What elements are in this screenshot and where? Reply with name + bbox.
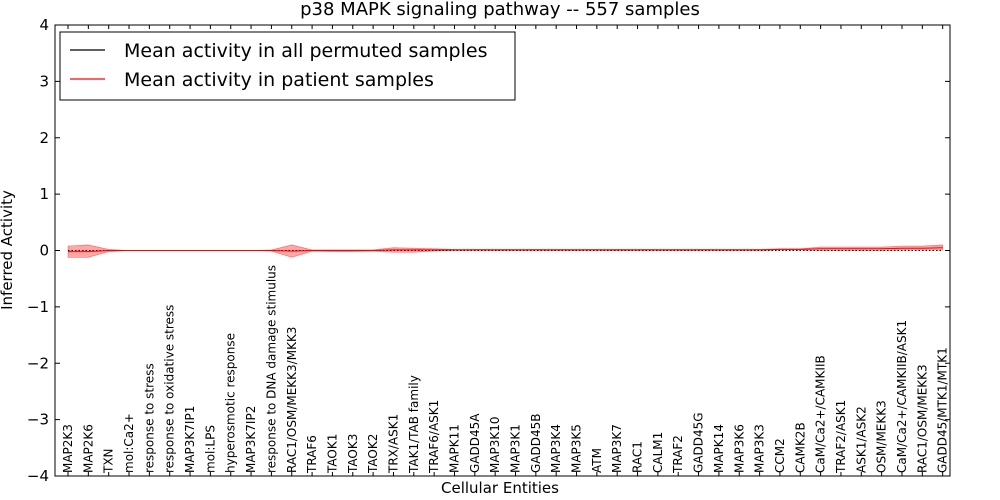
x-category-label: MAP2K3 (61, 424, 75, 473)
x-category-label: ATM (590, 448, 604, 473)
y-tick-label: 3 (39, 72, 49, 90)
x-category-label: response to stress (142, 363, 156, 473)
x-category-label: hyperosmotic response (224, 333, 238, 473)
x-category-label: GADD45G (692, 412, 706, 473)
x-category-label: MAP3K7IP1 (183, 406, 197, 473)
x-category-label: TAOK3 (346, 434, 360, 474)
x-category-label: MAP3K3 (753, 424, 767, 473)
x-category-label: ASK1/ASK2 (854, 406, 868, 473)
x-category-label: response to oxidative stress (163, 305, 177, 473)
chart-title: p38 MAPK signaling pathway -- 557 sample… (300, 0, 700, 20)
x-category-label: CCM2 (773, 438, 787, 473)
y-tick-label: −2 (27, 354, 49, 372)
x-category-label: TXN (102, 448, 116, 474)
x-category-label: response to DNA damage stimulus (264, 265, 278, 473)
x-category-label: TAK1/TAB family (407, 375, 421, 474)
x-category-label: MAP3K4 (549, 424, 563, 473)
x-axis-title: Cellular Entities (441, 479, 559, 497)
x-category-label: RAC1 (631, 441, 645, 473)
x-category-label: TAOK1 (325, 434, 339, 474)
x-category-label: OSM/MEKK3 (875, 400, 889, 473)
x-category-label: MAP2K6 (81, 424, 95, 473)
x-category-label: MAP3K1 (509, 424, 523, 473)
x-category-label: CAMK2B (793, 422, 807, 473)
x-category-label: GADD45A (468, 413, 482, 473)
y-axis: −4 −3 −2 −1 0 1 2 3 4 (27, 16, 950, 485)
y-tick-label: −3 (27, 411, 49, 429)
y-tick-label: 1 (39, 185, 49, 203)
legend-frame (59, 31, 516, 101)
x-category-label: GADD45B (529, 414, 543, 474)
x-category-label: mol:Ca2+ (122, 413, 136, 473)
plot-area (67, 244, 943, 258)
y-axis-title: Inferred Activity (0, 190, 16, 310)
x-category-label: TRAF2/ASK1 (834, 400, 848, 474)
x-category-label: TRAF6 (305, 435, 319, 474)
y-tick-label: 4 (39, 16, 49, 34)
x-category-label: TRAF6/ASK1 (427, 400, 441, 474)
x-category-label: CaM/Ca2+/CAMKIIB (814, 355, 828, 473)
legend-entry-patient: Mean activity in patient samples (124, 69, 434, 91)
x-category-label: mol:LPS (203, 425, 217, 473)
legend: Mean activity in all permuted samples Me… (59, 31, 516, 101)
x-category-label: MAPK11 (448, 424, 462, 473)
y-tick-label: −4 (27, 467, 49, 485)
y-tick-label: −1 (27, 298, 49, 316)
legend-entry-permuted: Mean activity in all permuted samples (124, 40, 487, 62)
x-category-label: TRX/ASK1 (387, 414, 401, 474)
x-category-label: MAP3K6 (732, 424, 746, 473)
x-category-label: CALM1 (651, 432, 665, 473)
y-tick-label: 0 (39, 242, 49, 260)
x-category-label: MAP3K7IP2 (244, 406, 258, 473)
x-axis: MAP2K3 MAP2K6 TXN mol:Ca2+ response to stres… (61, 25, 950, 476)
x-category-label: MAPK14 (712, 424, 726, 473)
series-line-patient (68, 247, 943, 253)
x-category-label: CaM/Ca2+/CAMKIIB/ASK1 (895, 320, 909, 473)
x-category-label: TRAF2 (671, 435, 685, 474)
x-category-label: MAP3K7 (610, 424, 624, 473)
x-category-label: MAP3K5 (570, 424, 584, 473)
series-band-patient (67, 244, 943, 258)
x-category-label: TAOK2 (366, 434, 380, 474)
y-tick-label: 2 (39, 129, 49, 147)
x-category-label: RAC1/OSM/MEKK3/MKK3 (285, 327, 299, 473)
x-category-label: MAP3K10 (488, 416, 502, 473)
x-category-label: GADD45/MTK1/MTK1 (936, 347, 950, 473)
x-category-label: RAC1/OSM/MEKK3 (915, 364, 929, 473)
